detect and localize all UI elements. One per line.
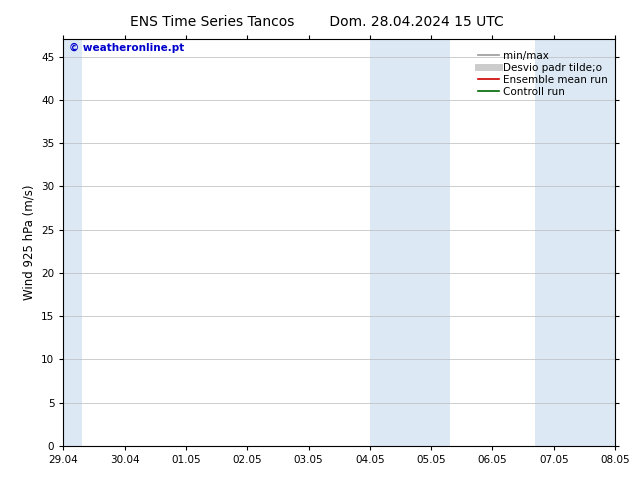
Bar: [370, 39, 450, 446]
Legend: min/max, Desvio padr tilde;o, Ensemble mean run, Controll run: min/max, Desvio padr tilde;o, Ensemble m…: [476, 49, 610, 99]
Bar: [535, 39, 615, 446]
Text: © weatheronline.pt: © weatheronline.pt: [69, 43, 184, 53]
Bar: [63, 39, 82, 446]
Text: ENS Time Series Tancos        Dom. 28.04.2024 15 UTC: ENS Time Series Tancos Dom. 28.04.2024 1…: [130, 15, 504, 29]
Y-axis label: Wind 925 hPa (m/s): Wind 925 hPa (m/s): [23, 185, 36, 300]
